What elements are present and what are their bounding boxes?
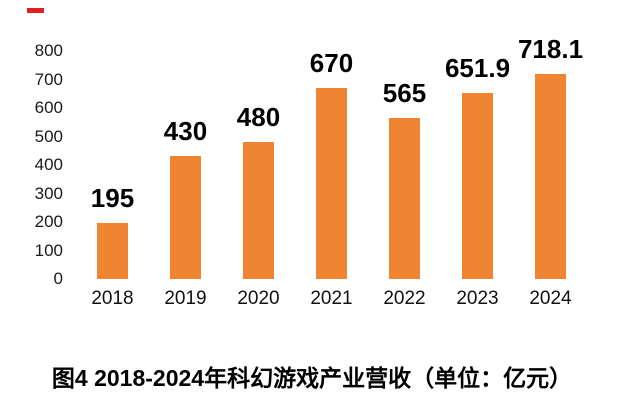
bar-2024 xyxy=(535,74,566,279)
y-axis-tick-label: 700 xyxy=(34,69,63,89)
data-label-2020: 480 xyxy=(236,102,281,133)
data-label-2023: 651.9 xyxy=(444,53,511,84)
y-axis-tick-label: 200 xyxy=(34,212,63,231)
bar-2023 xyxy=(462,93,493,279)
y-axis-tick-label: 800 xyxy=(34,41,63,60)
x-axis-label-2023: 2023 xyxy=(456,288,499,309)
x-axis-label-2021: 2021 xyxy=(310,288,353,309)
bar-2019 xyxy=(170,156,201,279)
y-axis-tick-label: 500 xyxy=(34,126,63,146)
x-axis-label-2022: 2022 xyxy=(383,288,426,309)
x-axis-label-2019: 2019 xyxy=(164,288,207,309)
data-label-2018: 195 xyxy=(90,183,135,214)
red-mark xyxy=(27,8,44,13)
y-axis-tick-label: 400 xyxy=(34,155,63,174)
y-axis-tick-label: 300 xyxy=(34,183,63,203)
bar-2022 xyxy=(389,117,420,279)
bar-2021 xyxy=(316,88,347,279)
bar-2020 xyxy=(243,142,274,279)
figure-caption: 图4 2018-2024年科幻游戏产业营收（单位：亿元） xyxy=(51,365,573,391)
bar-2018 xyxy=(97,223,128,279)
x-axis-label-2024: 2024 xyxy=(529,288,572,309)
y-axis-tick-label: 600 xyxy=(34,98,63,117)
y-axis-tick-label: 0 xyxy=(53,269,63,288)
x-axis-label-2018: 2018 xyxy=(91,288,134,309)
data-label-2024: 718.1 xyxy=(517,34,584,65)
data-label-2021: 670 xyxy=(309,48,354,79)
y-axis-tick-label: 100 xyxy=(34,240,63,260)
x-axis-label-2020: 2020 xyxy=(237,288,280,309)
data-label-2019: 430 xyxy=(163,116,208,147)
data-label-2022: 565 xyxy=(382,77,427,108)
